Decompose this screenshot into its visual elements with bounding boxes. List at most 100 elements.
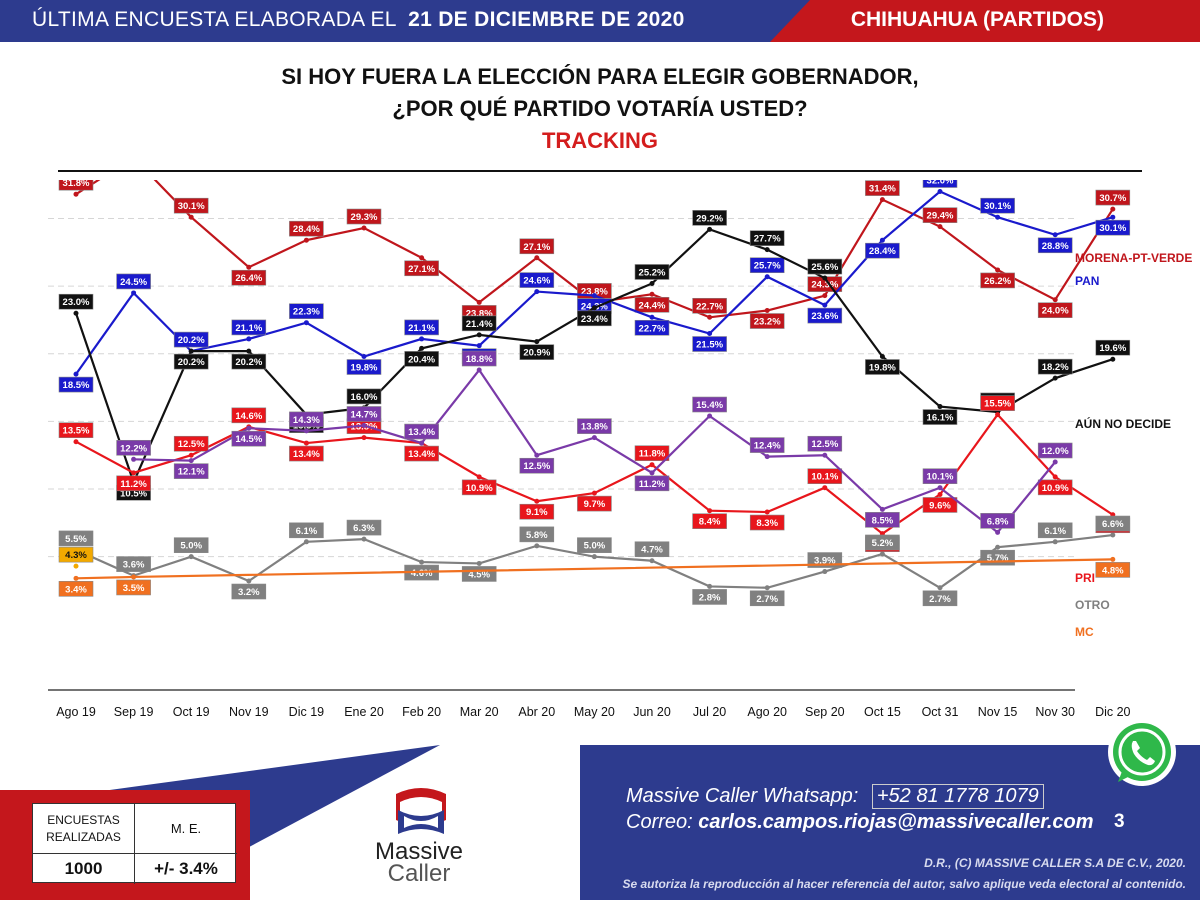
x-tick-label: May 20 — [574, 705, 615, 719]
data-label: 25.7% — [754, 261, 781, 272]
data-label: 5.0% — [180, 541, 202, 552]
data-label: 27.1% — [523, 242, 550, 253]
data-label: 19.6% — [1099, 343, 1126, 354]
data-label: 26.4% — [235, 273, 262, 284]
data-label: 15.4% — [696, 400, 723, 411]
data-label: 20.9% — [523, 348, 550, 359]
data-label: 18.5% — [63, 380, 90, 391]
data-point — [591, 490, 597, 496]
data-label-box — [749, 437, 785, 453]
data-label: 20.4% — [408, 354, 435, 365]
encuestas-label: ENCUESTAS REALIZADAS — [33, 804, 135, 854]
data-label: 28.8% — [1042, 241, 1069, 252]
data-label: 6.6% — [1102, 519, 1124, 530]
data-label-box — [1037, 358, 1073, 375]
data-label-box — [173, 435, 209, 452]
email-address[interactable]: carlos.campos.riojas@massivecaller.com — [698, 811, 1094, 833]
whatsapp-icon[interactable] — [1104, 716, 1180, 792]
data-label-box — [519, 238, 555, 255]
data-label-box — [519, 457, 555, 474]
data-point — [188, 452, 194, 458]
data-label: 21.4% — [466, 319, 493, 330]
x-tick-label: Mar 20 — [460, 705, 499, 719]
data-label-box — [922, 207, 958, 223]
data-label-box — [58, 422, 94, 439]
data-label: 4.7% — [641, 545, 663, 556]
data-label-box — [634, 475, 670, 492]
copyright-line2: Se autoriza la reproducción al hacer ref… — [622, 877, 1186, 891]
data-label-box — [289, 303, 324, 319]
chart-title-line2: ¿POR QUÉ PARTIDO VOTARÍA USTED? — [392, 96, 808, 121]
data-point — [476, 332, 482, 338]
data-label: 2.8% — [699, 592, 721, 603]
data-point — [361, 354, 367, 360]
data-point — [995, 267, 1001, 273]
data-point — [591, 305, 597, 311]
data-point — [879, 197, 885, 203]
data-point — [764, 247, 770, 253]
data-point — [419, 345, 425, 351]
x-tick-label: Dic 19 — [289, 705, 324, 719]
data-point — [1110, 356, 1116, 362]
data-label-box — [807, 468, 843, 484]
data-point — [303, 237, 309, 243]
tracking-line-chart: Ago 19 Sep 19 Oct 19 Nov 19 Dic 19 Ene 20 Feb … — [48, 180, 1192, 719]
data-point — [822, 302, 828, 308]
x-tick-label: Sep 20 — [805, 705, 845, 719]
data-label: 6.3% — [353, 523, 375, 534]
data-label: 6.1% — [1044, 526, 1066, 537]
data-point — [649, 558, 655, 564]
legend-label: PAN — [1075, 274, 1099, 288]
header-survey-date: ÚLTIMA ENCUESTA ELABORADA EL 21 DE DICIE… — [32, 8, 685, 32]
data-label: 12.0% — [1042, 446, 1069, 457]
data-label: 13.4% — [408, 449, 435, 460]
data-label: 11.2% — [120, 479, 147, 490]
data-label-box — [346, 406, 382, 422]
data-label: 3.2% — [238, 587, 260, 598]
data-label-box — [116, 556, 151, 572]
whatsapp-number[interactable]: +52 81 1778 1079 — [871, 784, 1044, 809]
legend-label: OTRO — [1075, 598, 1110, 612]
data-point — [649, 291, 655, 297]
data-point — [937, 404, 943, 410]
data-point — [591, 554, 597, 560]
data-point — [995, 412, 1001, 418]
data-label-box — [922, 497, 958, 513]
data-point — [131, 470, 137, 476]
data-label-box — [577, 310, 612, 327]
data-label-box — [922, 180, 958, 188]
data-label: 21.1% — [408, 323, 435, 334]
data-point — [534, 339, 540, 345]
data-label: 3.9% — [814, 556, 836, 567]
data-label-box — [634, 264, 670, 280]
data-label: 4.3% — [65, 550, 87, 561]
data-label-box — [289, 445, 324, 462]
data-label: 19.8% — [351, 363, 378, 374]
data-point — [361, 536, 367, 542]
data-label-box — [749, 514, 785, 531]
data-label-box — [1037, 302, 1073, 318]
x-tick-label: Oct 15 — [864, 705, 901, 719]
data-label-box — [231, 269, 267, 286]
data-point — [534, 543, 540, 549]
data-label-box — [865, 180, 900, 196]
data-point — [764, 274, 770, 280]
data-label-box — [173, 463, 209, 479]
data-label: 9.6% — [929, 500, 951, 511]
data-label-box — [749, 257, 785, 274]
data-label-box — [289, 411, 324, 428]
encuestas-value: 1000 — [33, 854, 135, 884]
data-label: 23.2% — [754, 317, 781, 328]
data-label: 29.2% — [696, 213, 723, 224]
data-label: 20.2% — [235, 357, 262, 368]
data-label: 23.6% — [811, 311, 838, 322]
data-point — [1052, 459, 1058, 465]
data-point — [649, 470, 655, 476]
data-label: 10.9% — [1042, 483, 1069, 494]
data-label: 10.5% — [120, 488, 147, 499]
data-point — [1110, 532, 1116, 538]
data-label-box — [173, 537, 209, 553]
data-label: 10.9% — [466, 483, 493, 494]
data-label-box — [231, 583, 267, 600]
data-label-box — [519, 344, 555, 360]
